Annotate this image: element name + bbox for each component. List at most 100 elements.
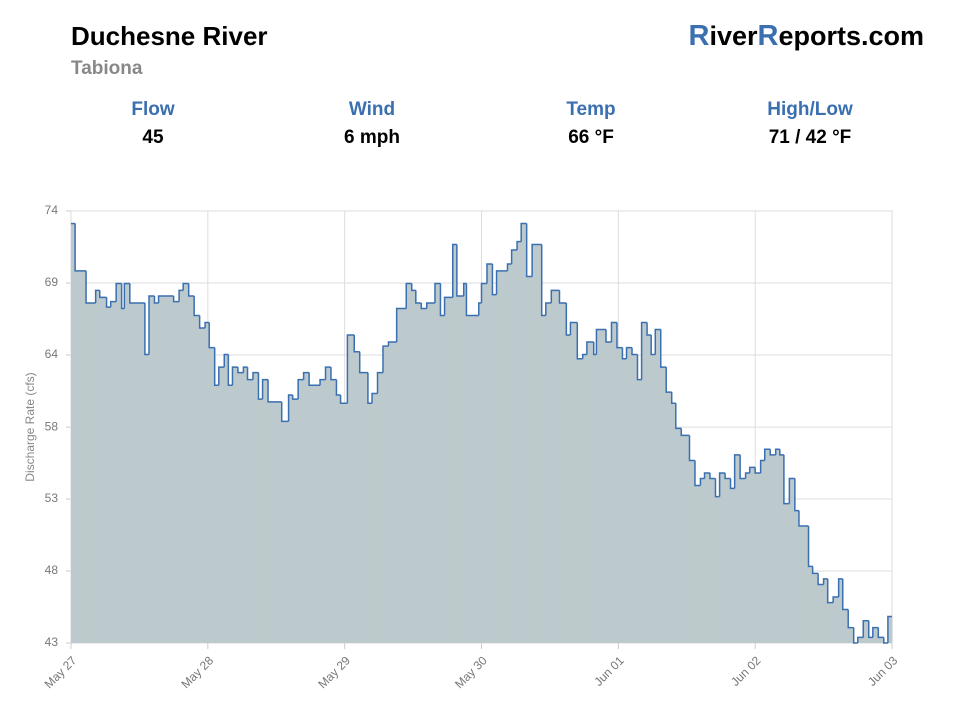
plot: 43 48 53 58 64 69 74 May 27 May 28 May 29 May 30 Ju… bbox=[23, 203, 901, 691]
step bbox=[586, 341, 594, 355]
title: Duchesne River bbox=[71, 21, 268, 51]
area-step bbox=[237, 372, 244, 643]
area-step bbox=[838, 578, 844, 643]
step bbox=[650, 335, 656, 356]
step bbox=[371, 392, 378, 404]
step bbox=[486, 263, 493, 284]
area-step bbox=[681, 435, 690, 643]
area-step bbox=[577, 358, 584, 643]
area-step bbox=[434, 283, 441, 643]
step bbox=[123, 282, 130, 309]
area-step bbox=[194, 315, 201, 643]
step bbox=[811, 566, 819, 575]
area-step bbox=[99, 297, 108, 643]
area-step bbox=[367, 403, 373, 643]
area-step bbox=[641, 322, 648, 643]
area-step bbox=[740, 478, 747, 643]
area-step bbox=[521, 223, 528, 643]
step bbox=[525, 223, 533, 278]
step bbox=[709, 472, 716, 480]
step bbox=[302, 371, 310, 380]
step bbox=[595, 328, 607, 355]
step bbox=[739, 454, 746, 480]
step bbox=[654, 328, 661, 355]
y-tick-label: 53 bbox=[45, 491, 59, 505]
area-step bbox=[116, 283, 123, 643]
step bbox=[353, 335, 360, 353]
step bbox=[550, 289, 560, 303]
area-step bbox=[586, 341, 595, 643]
y-tick-label: 48 bbox=[45, 563, 59, 577]
step bbox=[261, 378, 269, 400]
step bbox=[456, 244, 464, 297]
y-axis-label: Discharge Rate (cfs) bbox=[23, 372, 37, 481]
step bbox=[832, 596, 839, 603]
area-step bbox=[632, 354, 638, 643]
area-step bbox=[224, 354, 229, 643]
x-tick-label: Jun 02 bbox=[728, 653, 764, 689]
area-step bbox=[745, 472, 751, 643]
step bbox=[346, 334, 355, 404]
step bbox=[495, 270, 508, 295]
area-step bbox=[798, 525, 810, 643]
area-step bbox=[700, 478, 706, 643]
area-step bbox=[651, 354, 656, 643]
area-step bbox=[770, 454, 777, 643]
area-step bbox=[872, 627, 879, 643]
stat-label: High/Low bbox=[767, 99, 853, 120]
step bbox=[115, 282, 122, 302]
step bbox=[208, 322, 215, 349]
step bbox=[569, 321, 578, 336]
area-step bbox=[779, 454, 785, 643]
step bbox=[443, 296, 453, 316]
area-step bbox=[647, 335, 652, 643]
step bbox=[680, 428, 690, 437]
area-step bbox=[812, 573, 819, 643]
area-step bbox=[675, 428, 682, 643]
area-step bbox=[887, 616, 893, 643]
area-step bbox=[75, 270, 87, 643]
area-step bbox=[616, 347, 623, 643]
area-step bbox=[541, 315, 547, 643]
area-step bbox=[421, 308, 428, 643]
step bbox=[213, 347, 219, 386]
step bbox=[280, 401, 289, 423]
stats: Flow 45 Wind 6 mph Temp 66 °F High/Low 71 / 42 … bbox=[131, 99, 853, 148]
step bbox=[520, 222, 527, 242]
brand-part: R bbox=[758, 20, 779, 52]
area-step bbox=[794, 510, 800, 643]
area-step bbox=[715, 496, 721, 643]
step bbox=[74, 223, 87, 272]
area-step bbox=[868, 637, 874, 643]
area-step bbox=[496, 270, 508, 643]
area-step bbox=[478, 302, 482, 643]
step bbox=[565, 302, 571, 336]
area-step bbox=[694, 485, 701, 643]
step bbox=[763, 448, 771, 461]
step bbox=[769, 449, 776, 456]
area-step bbox=[760, 460, 766, 643]
area-step bbox=[214, 385, 220, 643]
area-step bbox=[749, 467, 756, 643]
step bbox=[631, 347, 638, 356]
area-step bbox=[848, 627, 855, 643]
area-step bbox=[559, 302, 567, 643]
area-step bbox=[354, 351, 361, 643]
step bbox=[779, 449, 784, 456]
area-step bbox=[863, 620, 870, 643]
step bbox=[218, 366, 225, 386]
y-tick-label: 58 bbox=[45, 419, 59, 433]
step bbox=[817, 573, 824, 586]
step bbox=[582, 353, 587, 359]
step bbox=[699, 477, 705, 486]
step bbox=[621, 347, 627, 360]
step bbox=[610, 321, 617, 342]
area-step bbox=[611, 322, 618, 643]
step bbox=[754, 467, 761, 474]
stat-label: Flow bbox=[131, 99, 174, 120]
step bbox=[759, 459, 765, 473]
step bbox=[877, 627, 884, 639]
step bbox=[788, 477, 795, 504]
area-step bbox=[734, 454, 741, 643]
